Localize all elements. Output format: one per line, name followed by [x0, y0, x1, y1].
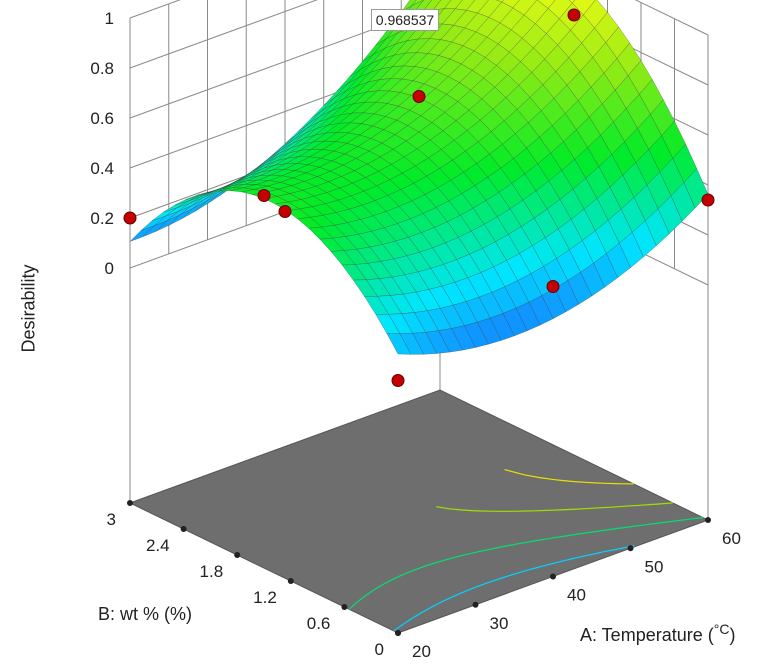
y-tick-mark [395, 630, 401, 636]
floor-contour [348, 517, 704, 610]
design-point [391, 374, 405, 387]
design-point [412, 90, 426, 103]
y-axis-ticks: 0 0.6 1.2 1.8 2.4 3 [107, 510, 384, 659]
right-wall-gridline [634, 0, 709, 36]
y-tick-label: 2.4 [146, 536, 170, 555]
design-point [546, 280, 560, 293]
floor-contour [393, 545, 635, 632]
x-axis-title: A: Temperature (°C) [580, 621, 735, 646]
y-tick-mark [180, 526, 187, 532]
floor-contour [436, 502, 673, 512]
x-tick-mark [705, 517, 711, 523]
x-tick-label: 20 [412, 642, 431, 661]
design-points [123, 8, 715, 387]
z-tick-label: 0 [105, 259, 114, 278]
x-tick-mark [627, 545, 634, 552]
x-tick-mark [472, 601, 479, 608]
x-tick-label: 60 [722, 529, 741, 548]
value-readout: 0.968537 [371, 9, 439, 31]
y-axis-title: B: wt % (%) [98, 604, 193, 624]
x-tick-label: 30 [490, 614, 509, 633]
x-axis-title-main: A: Temperature ( [580, 625, 714, 645]
x-axis-title-unit: °C [713, 621, 730, 637]
design-point [278, 205, 292, 218]
z-tick-label: 0.2 [90, 209, 114, 228]
z-tick-label: 0.8 [90, 59, 114, 78]
z-axis-title: Desirability [18, 264, 39, 353]
design-point [701, 193, 715, 207]
z-tick-label: 1 [105, 9, 114, 28]
y-tick-mark [234, 552, 241, 558]
y-tick-mark [341, 604, 348, 610]
x-tick-label: 50 [645, 557, 664, 576]
y-tick-mark [287, 578, 294, 584]
surface-cell [386, 333, 412, 355]
y-tick-label: 0 [375, 640, 384, 659]
floor-plane [128, 389, 710, 634]
x-tick-mark [550, 573, 556, 580]
floor-contour-plane [127, 389, 711, 636]
y-tick-label: 1.2 [253, 588, 277, 607]
y-tick-label: 0.6 [307, 614, 331, 633]
y-tick-label: 1.8 [200, 562, 224, 581]
design-point [123, 211, 137, 225]
z-tick-label: 0.6 [90, 109, 114, 128]
design-point [567, 8, 581, 22]
z-axis-ticks: 0 0.2 0.4 0.6 0.8 1 [90, 9, 114, 278]
surface-cell [568, 0, 576, 4]
x-axis-title-close: ) [729, 625, 736, 645]
y-tick-label: 3 [107, 510, 116, 529]
desirability-surface [129, 0, 709, 355]
y-tick-mark [127, 500, 133, 506]
floor-contour [504, 469, 634, 485]
x-tick-label: 40 [567, 586, 586, 605]
z-tick-label: 0.4 [90, 159, 114, 178]
design-point [257, 189, 271, 202]
x-axis-ticks: 20 30 40 50 60 [412, 529, 741, 661]
